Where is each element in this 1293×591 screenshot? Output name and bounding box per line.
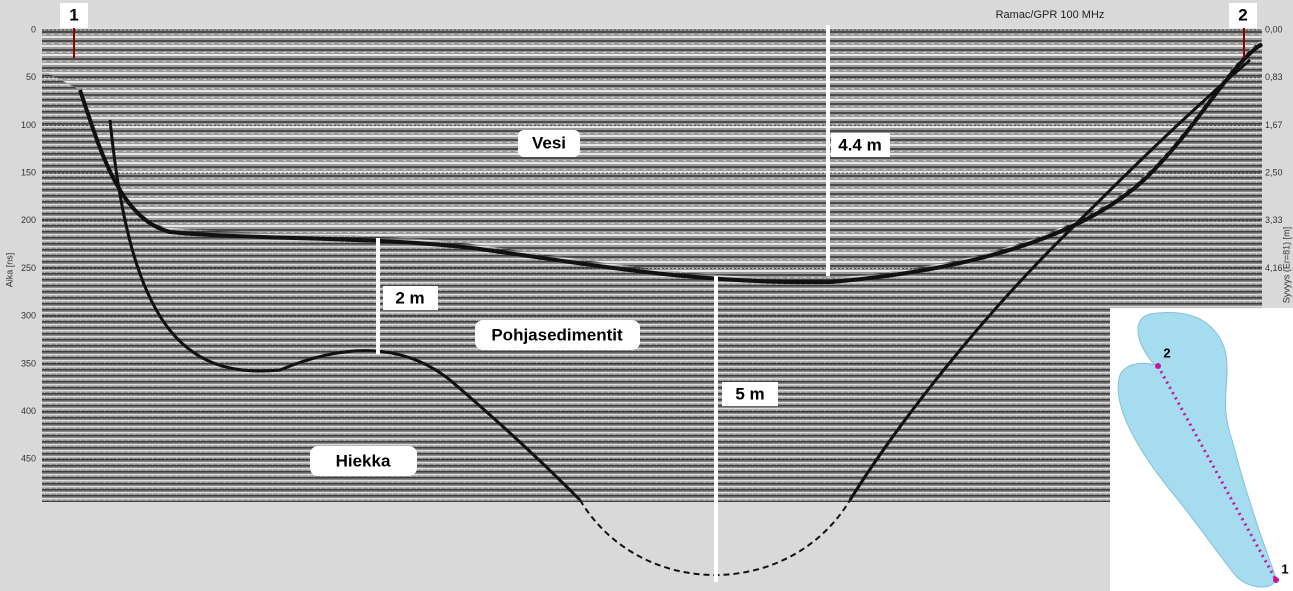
left-tick-label: 300 xyxy=(21,311,36,321)
right-tick-label: 4,16 xyxy=(1265,263,1283,273)
annotation: Hiekka xyxy=(336,451,391,470)
map-label: 1 xyxy=(1281,561,1288,576)
left-tick-label: 450 xyxy=(21,454,36,464)
figure: 0 50 100 150 200 250 300 350 400 450 0,00 0,83 1,67 2… xyxy=(0,0,1293,591)
annotation: 4.4 m xyxy=(838,135,881,154)
left-tick-label: 400 xyxy=(21,406,36,416)
left-tick-label: 350 xyxy=(21,358,36,368)
profile-point xyxy=(1155,363,1161,369)
instrument-label: Ramac/GPR 100 MHz xyxy=(996,9,1105,21)
marker-label: 1 xyxy=(69,5,78,24)
left-tick-label: 0 xyxy=(31,24,36,34)
right-tick-label: 3,33 xyxy=(1265,215,1283,225)
marker-label: 2 xyxy=(1238,5,1247,24)
left-tick-label: 50 xyxy=(26,72,36,82)
right-tick-label: 0,00 xyxy=(1265,24,1283,34)
right-axis-label: Syvyys (Er=81) [m] xyxy=(1281,227,1291,303)
left-tick-label: 100 xyxy=(21,120,36,130)
left-tick-label: 250 xyxy=(21,263,36,273)
annotation: Pohjasedimentit xyxy=(491,325,623,344)
right-tick-label: 2,50 xyxy=(1265,167,1283,177)
annotation: Vesi xyxy=(532,133,566,152)
right-tick-label: 0,83 xyxy=(1265,72,1283,82)
annotation: 2 m xyxy=(395,288,424,307)
inset-map: 2 1 xyxy=(1110,308,1293,591)
left-axis-label: Aika [ns] xyxy=(4,253,14,288)
profile-point xyxy=(1273,577,1279,583)
left-tick-label: 150 xyxy=(21,167,36,177)
right-tick-label: 1,67 xyxy=(1265,120,1283,130)
annotation: 5 m xyxy=(735,384,764,403)
left-tick-label: 200 xyxy=(21,215,36,225)
map-label: 2 xyxy=(1163,345,1170,360)
